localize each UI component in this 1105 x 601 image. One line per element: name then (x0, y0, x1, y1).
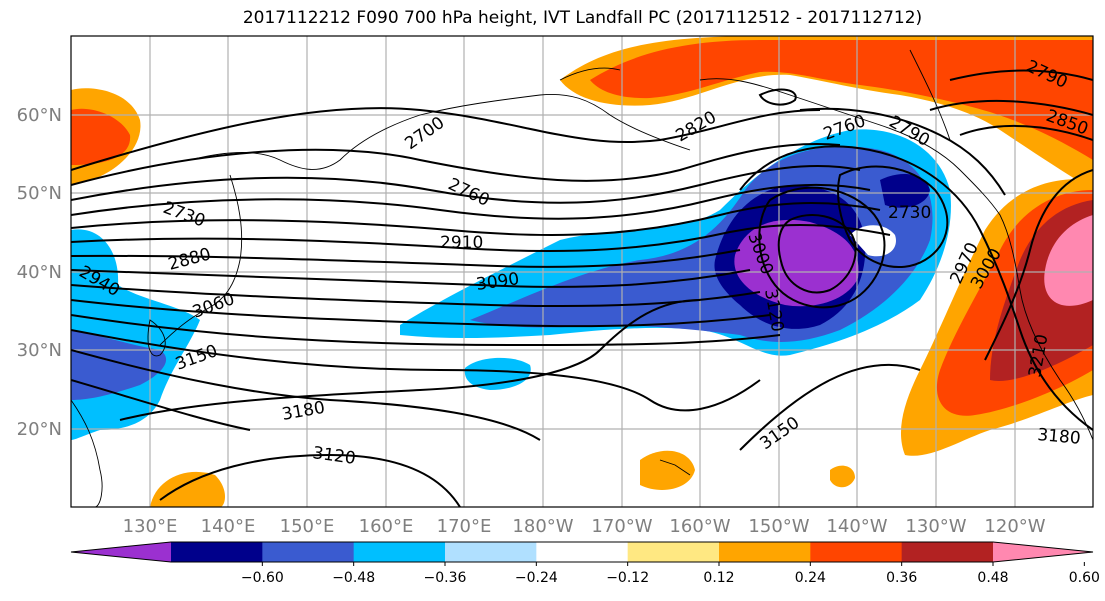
colorbar-tick-label: 0.48 (977, 570, 1008, 586)
colorbar-tick-label: 0.12 (703, 570, 734, 586)
latitude-labels: 60°N 50°N 40°N 30°N 20°N (17, 105, 62, 440)
colorbar-segment (171, 542, 263, 562)
colorbar-segment (262, 542, 355, 562)
lon-label: 170°E (437, 516, 492, 537)
lon-label: 140°W (826, 516, 887, 537)
anomaly-subtrop-lightblue (464, 357, 531, 390)
lon-label: 160°E (359, 516, 414, 537)
anomaly-westcoast-pink (1044, 215, 1093, 306)
contour-label: 2730 (888, 203, 931, 223)
lon-label: 130°W (905, 516, 966, 537)
lat-label: 30°N (17, 340, 62, 361)
colorbar-tick-label: −0.12 (606, 570, 649, 586)
colorbar-extend-high (993, 542, 1093, 562)
lat-label: 60°N (17, 105, 62, 126)
colorbar-tick-label: 0.60 (1069, 570, 1100, 586)
lon-label: 120°W (984, 516, 1045, 537)
anomaly-wpac-blue (71, 330, 167, 400)
colorbar-segment (627, 542, 720, 562)
anomaly-japan-red (71, 108, 131, 165)
lon-label: 150°E (280, 516, 335, 537)
lon-label: 130°E (123, 516, 178, 537)
longitude-labels: 130°E 140°E 150°E 160°E 170°E 180°W 170°… (123, 516, 1046, 537)
anomaly-south-orange (150, 471, 225, 507)
anomaly-small-orange (830, 465, 855, 488)
height-contours (71, 69, 1093, 507)
lon-label: 160°W (669, 516, 730, 537)
colorbar-extend-low (71, 542, 171, 562)
colorbar-segment (719, 542, 811, 562)
colorbar-tick-label: −0.24 (515, 570, 558, 586)
colorbar-segment (536, 542, 629, 562)
anomaly-cold-navy-ne (880, 174, 930, 208)
filled-anomaly-layer (71, 36, 1093, 507)
colorbar-tick-label: −0.48 (332, 570, 375, 586)
colorbar-tick-label: 0.24 (795, 570, 826, 586)
anomaly-hawaii-orange (640, 450, 695, 490)
lat-label: 20°N (17, 419, 62, 440)
colorbar-outline (70, 541, 1094, 563)
lon-label: 170°W (591, 516, 652, 537)
anomaly-cold-purple (734, 219, 859, 307)
colorbar: −0.60 −0.48 −0.36 −0.24 −0.12 0.12 0.24 0.36 0.4… (70, 541, 1100, 586)
colorbar-tick-label: −0.36 (424, 570, 467, 586)
map-title: 2017112212 F090 700 hPa height, IVT Land… (242, 8, 923, 28)
colorbar-tick-label: −0.60 (241, 570, 284, 586)
plot-frame (70, 35, 1094, 508)
colorbar-segment (810, 542, 903, 562)
colorbar-segment (901, 542, 994, 562)
gridlines (71, 36, 1093, 507)
anomaly-alaska-red (590, 40, 1093, 160)
coastlines (71, 49, 1093, 507)
lon-label: 180°W (512, 516, 573, 537)
colorbar-segment (445, 542, 537, 562)
lon-label: 150°W (748, 516, 809, 537)
colorbar-tick-label: 0.36 (886, 570, 917, 586)
lon-label: 140°E (201, 516, 256, 537)
colorbar-segment (353, 542, 446, 562)
lat-label: 40°N (17, 262, 62, 283)
lat-label: 50°N (17, 183, 62, 204)
contour-label: 2910 (440, 233, 483, 253)
contour-label: 3180 (1037, 425, 1082, 449)
